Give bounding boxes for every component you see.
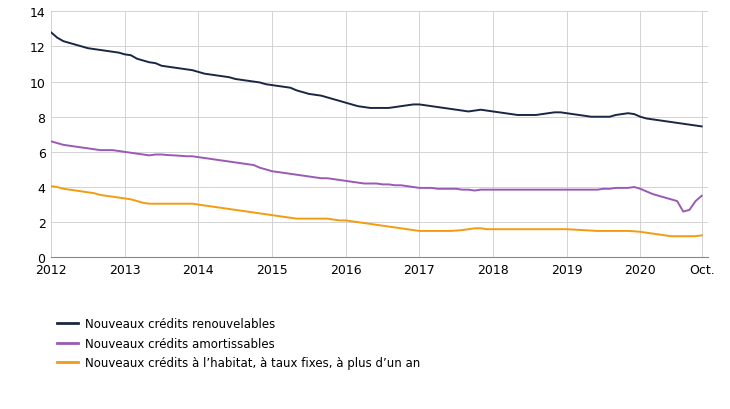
- Legend: Nouveaux crédits renouvelables, Nouveaux crédits amortissables, Nouveaux crédits: Nouveaux crédits renouvelables, Nouveaux…: [57, 317, 420, 369]
